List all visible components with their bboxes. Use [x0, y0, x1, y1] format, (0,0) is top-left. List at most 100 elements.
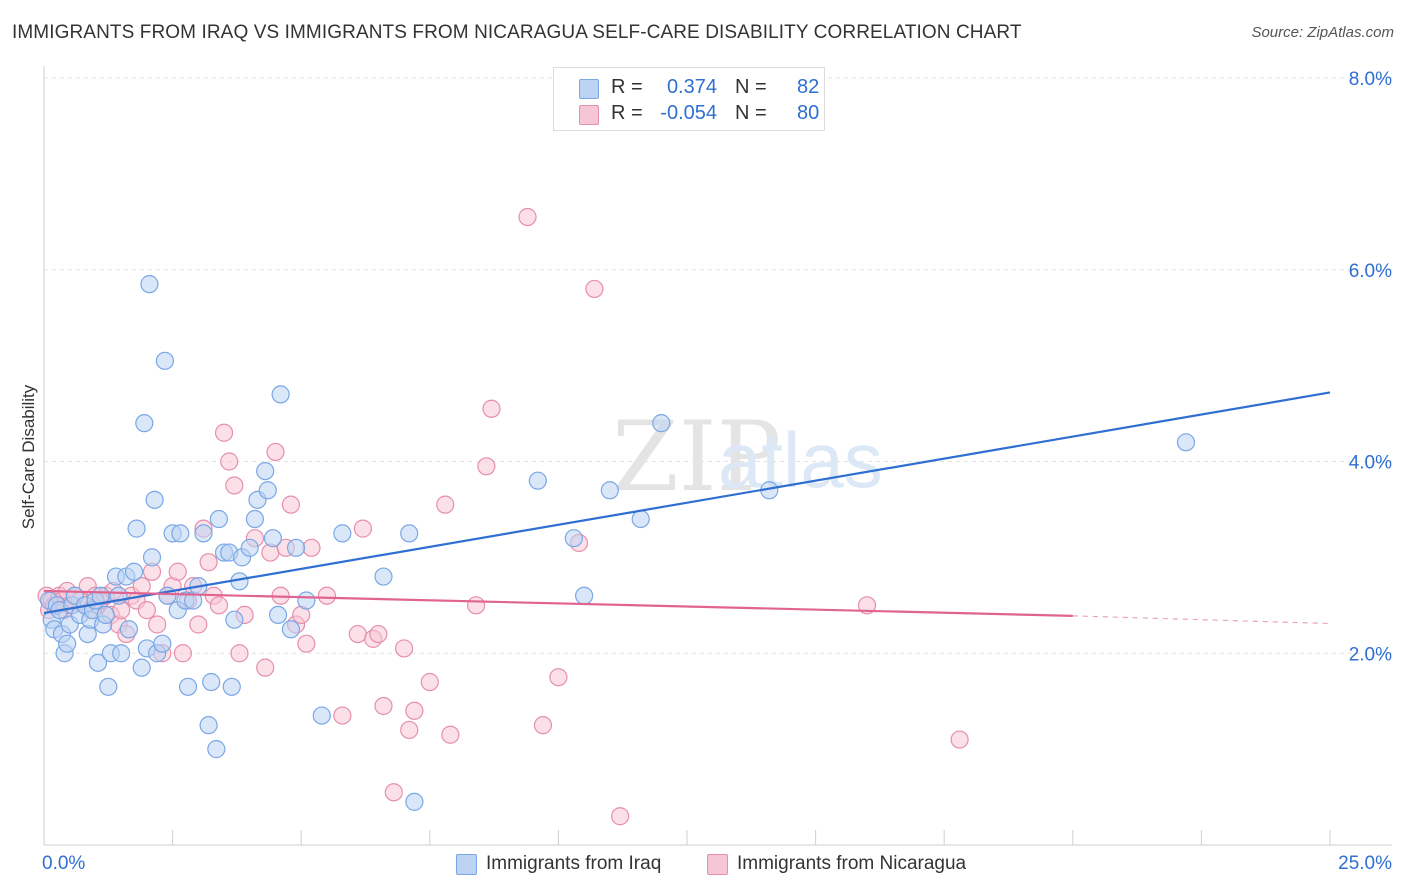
iraq-point: [142, 548, 162, 567]
nicaragua-point: [317, 586, 337, 605]
iraq-point: [268, 605, 288, 625]
nicaragua-point: [302, 538, 321, 557]
nicaragua-point: [220, 452, 239, 471]
y-tick-label: 4.0%: [1349, 453, 1392, 474]
iraq-point: [202, 672, 221, 692]
legend-swatch-iraq: [579, 79, 599, 99]
nicaragua-point: [333, 706, 352, 725]
bottom-legend-label: Immigrants from Nicaragua: [737, 853, 967, 874]
iraq-point: [209, 509, 228, 529]
series-nicaragua-points: [37, 207, 969, 826]
legend-r-value: -0.054: [660, 102, 717, 124]
nicaragua-point: [518, 207, 537, 227]
y-tick-label: 6.0%: [1349, 261, 1392, 282]
nicaragua-point: [549, 668, 568, 687]
iraq-point: [119, 620, 138, 639]
grid-lines: [44, 77, 1392, 654]
nicaragua-point: [400, 720, 419, 740]
iraq-point: [600, 481, 619, 500]
iraq-point: [124, 562, 144, 581]
correlation-legend: R = 0.374 N = 82 R = -0.054 N = 80: [553, 67, 825, 131]
iraq-point: [575, 586, 594, 605]
nicaragua-point: [441, 725, 460, 744]
y-axis-label: Self-Care Disability: [19, 384, 38, 529]
iraq-point: [652, 414, 671, 433]
axes: [43, 66, 1392, 846]
nicaragua-point: [266, 442, 285, 462]
iraq-point: [199, 716, 218, 735]
iraq-point: [405, 792, 424, 811]
nicaragua-point: [353, 519, 373, 538]
watermark-atlas: atlas: [718, 416, 883, 504]
nicaragua-point: [214, 423, 234, 442]
legend-n-label: N =: [735, 102, 767, 124]
nicaragua-point: [394, 639, 414, 658]
iraq-point: [281, 620, 301, 639]
nicaragua-point: [436, 495, 455, 514]
iraq-point: [207, 740, 226, 759]
nicaragua-point: [585, 279, 604, 299]
bottom-legend-swatch-iraq: [456, 854, 477, 875]
iraq-point: [258, 481, 277, 500]
legend-r-label: R =: [611, 102, 643, 124]
y-tick-label: 8.0%: [1349, 69, 1392, 90]
nicaragua-point: [611, 807, 630, 826]
legend-n-value: 82: [797, 76, 820, 98]
source-label: Source: ZipAtlas.com: [1251, 24, 1394, 41]
iraq-point: [564, 529, 583, 548]
iraq-point: [297, 591, 316, 610]
iraq-point: [271, 385, 290, 404]
iraq-point: [135, 414, 154, 433]
iraq-point: [225, 610, 244, 629]
chart-title: IMMIGRANTS FROM IRAQ VS IMMIGRANTS FROM …: [12, 22, 1022, 43]
nicaragua-point: [405, 701, 424, 720]
nicaragua-point: [297, 634, 316, 653]
iraq-trend-line: [43, 391, 1331, 615]
iraq-point: [88, 653, 108, 672]
nicaragua-point: [533, 716, 553, 735]
legend-swatch-nicaragua: [579, 105, 599, 125]
iraq-point: [153, 634, 172, 653]
iraq-point: [222, 677, 241, 696]
watermark-zip: ZIP: [612, 401, 781, 513]
iraq-point: [99, 677, 118, 696]
nicaragua-point: [225, 476, 244, 495]
bottom-legend-label: Immigrants from Iraq: [486, 853, 662, 874]
iraq-point: [256, 461, 275, 481]
nicaragua-point: [199, 553, 218, 572]
iraq-point: [171, 524, 190, 543]
y-tick-label: 2.0%: [1349, 644, 1392, 665]
legend-n-value: 80: [797, 102, 820, 124]
legend-r-value: 0.374: [666, 76, 717, 98]
nicaragua-point: [281, 495, 301, 514]
nicaragua-point: [477, 457, 496, 476]
axis-labels: 2.0% 4.0% 6.0% 8.0% 0.0% 25.0% Self-Care Disab…: [19, 69, 1392, 874]
nicaragua-point: [137, 601, 156, 620]
nicaragua-point: [482, 399, 501, 418]
iraq-point: [140, 275, 159, 294]
iraq-point: [263, 529, 283, 548]
iraq-point: [286, 538, 306, 557]
iraq-point: [312, 706, 331, 725]
iraq-point: [155, 351, 174, 370]
iraq-point: [145, 490, 164, 509]
nicaragua-point: [148, 615, 167, 634]
x-tick-label: 25.0%: [1338, 853, 1392, 874]
nicaragua-point: [348, 624, 367, 644]
iraq-point: [194, 524, 213, 543]
iraq-point: [333, 524, 352, 543]
nicaragua-point: [230, 644, 249, 663]
legend-n-label: N =: [735, 76, 767, 98]
trend-lines: [43, 391, 1331, 625]
nicaragua-trend-line: [43, 589, 1073, 617]
iraq-point: [1176, 433, 1196, 452]
iraq-point: [528, 471, 547, 490]
nicaragua-trend-extension: [1072, 615, 1331, 625]
nicaragua-point: [173, 644, 192, 663]
iraq-point: [240, 538, 259, 557]
iraq-point: [631, 509, 650, 529]
iraq-point: [112, 644, 131, 663]
nicaragua-point: [857, 596, 877, 615]
nicaragua-point: [374, 696, 393, 716]
